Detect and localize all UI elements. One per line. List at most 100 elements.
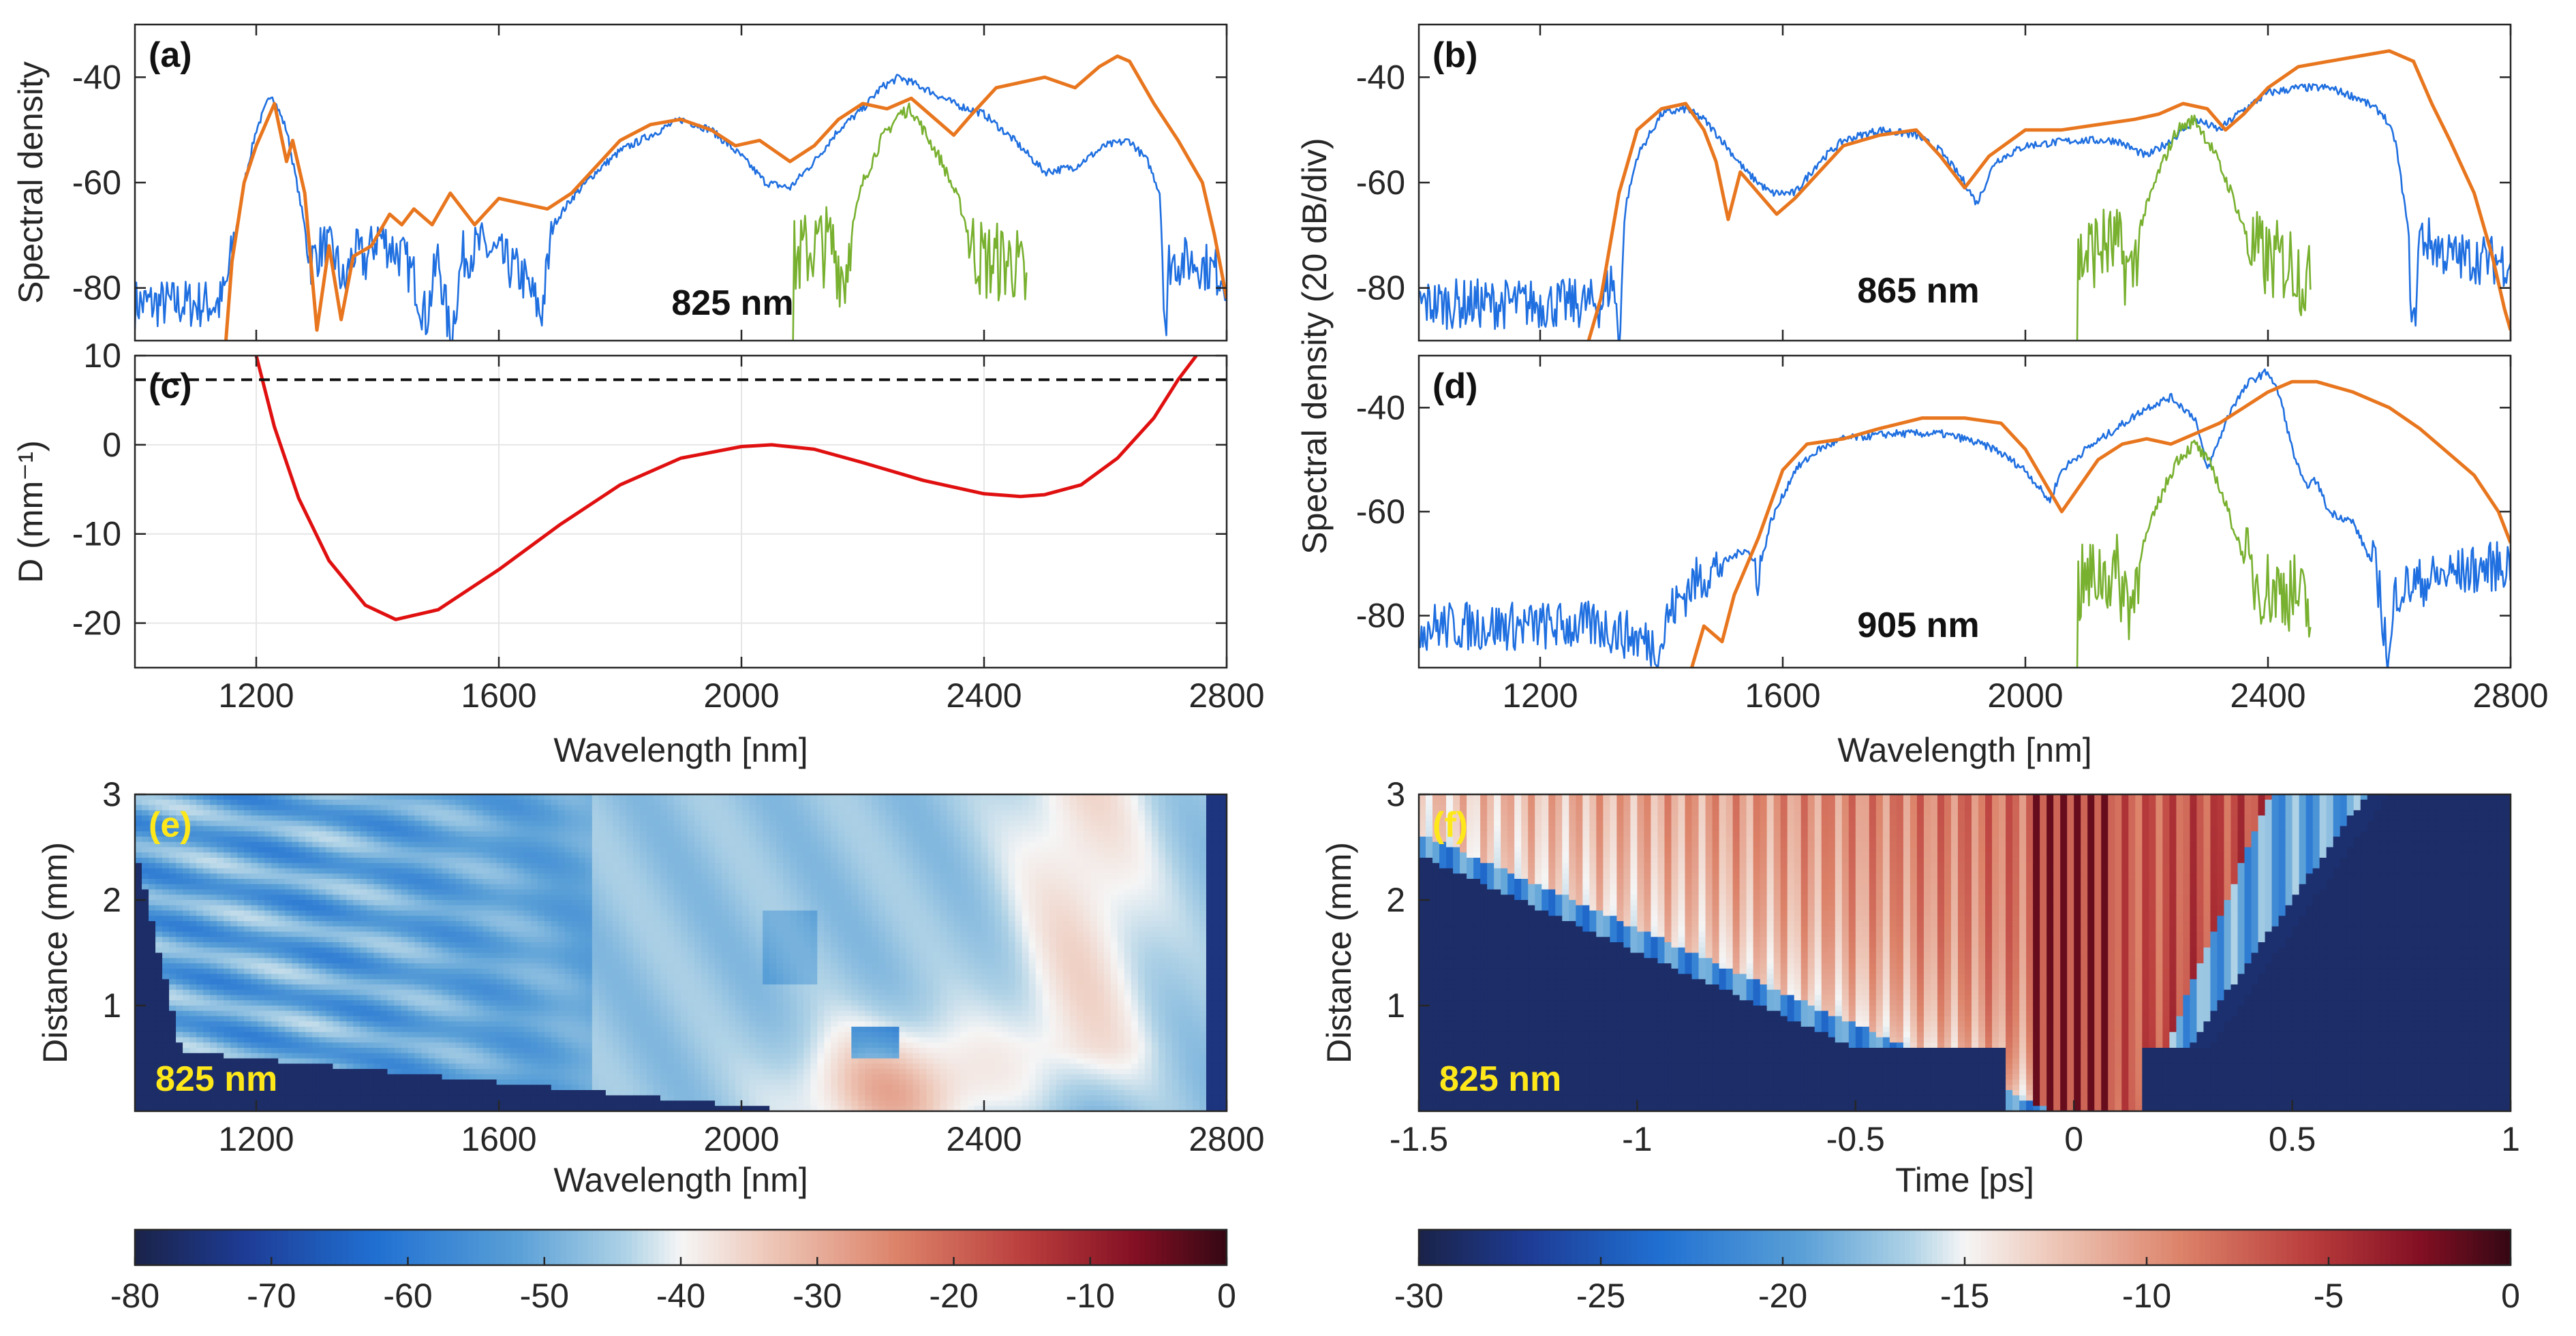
heat-cell (183, 805, 190, 811)
heat-cell (578, 931, 586, 937)
heat-cell (1158, 926, 1166, 933)
heat-cell (196, 831, 204, 837)
heat-cell (688, 794, 695, 801)
heat-cell (1171, 905, 1180, 912)
heat-cell (285, 926, 292, 933)
heat-cell (592, 942, 600, 948)
heat-cell (701, 820, 709, 827)
heat-cell (530, 810, 538, 816)
heat-cell (899, 847, 907, 853)
heat-cell (919, 910, 927, 916)
heat-cell (858, 820, 865, 827)
heat-cell (394, 910, 402, 916)
heat-cell (1165, 852, 1173, 858)
heat-cell (476, 921, 484, 927)
heat-cell (1056, 905, 1064, 912)
heat-cell (244, 879, 251, 885)
heat-cell (592, 910, 600, 916)
heat-cell (183, 847, 190, 853)
heat-cell (1117, 905, 1125, 912)
heat-cell (517, 858, 525, 864)
heat-cell (1151, 841, 1159, 848)
heat-cell (906, 942, 914, 948)
heat-cell (1008, 852, 1016, 858)
heat-cell (981, 794, 989, 801)
heat-cell (258, 820, 265, 827)
heat-cell (681, 910, 688, 916)
heat-cell (496, 921, 504, 927)
heat-cell (537, 910, 545, 916)
heat-cell (435, 847, 443, 853)
heat-cell (967, 837, 975, 843)
heat-cell (994, 831, 1002, 837)
heat-cell (189, 910, 197, 916)
heat-cell (974, 810, 982, 816)
heat-cell (162, 810, 170, 816)
heat-cell (694, 794, 702, 801)
heat-cell (899, 921, 907, 927)
heat-cell (1206, 820, 1214, 827)
heat-cell (763, 810, 770, 816)
heat-cell (1165, 910, 1173, 916)
heat-cell (619, 810, 627, 816)
heat-cell (933, 895, 941, 901)
heat-cell (1131, 815, 1139, 822)
heat-cell (251, 905, 258, 912)
heat-cell (326, 921, 333, 927)
heat-cell (831, 826, 838, 832)
heat-cell (1042, 910, 1050, 916)
heat-cell (367, 910, 375, 916)
heat-cell (448, 837, 457, 843)
heat-cell (189, 858, 197, 864)
heat-cell (960, 805, 968, 811)
heat-cell (783, 873, 791, 880)
heat-cell (448, 873, 457, 880)
heat-cell (442, 926, 450, 933)
heat-cell (230, 937, 238, 943)
heat-cell (1015, 905, 1023, 912)
heat-cell (1158, 852, 1166, 858)
heat-cell (312, 873, 320, 880)
heat-cell (271, 837, 279, 843)
heat-cell (1015, 884, 1023, 890)
heat-cell (844, 884, 852, 890)
heat-cell (1158, 794, 1166, 801)
heat-cell (756, 916, 763, 922)
heat-cell (271, 937, 279, 943)
heat-cell (346, 826, 354, 832)
heat-cell (1206, 831, 1214, 837)
heat-cell (1206, 841, 1214, 848)
heat-cell (653, 921, 661, 927)
heat-cell (230, 931, 238, 937)
heat-cell (701, 926, 709, 933)
heat-cell (1042, 868, 1050, 874)
heat-cell (790, 879, 797, 885)
heat-cell (176, 905, 183, 912)
heat-cell (421, 931, 429, 937)
heat-cell (722, 942, 729, 948)
heat-cell (1022, 852, 1030, 858)
heat-cell (885, 931, 893, 937)
heat-cell (510, 805, 518, 811)
heat-cell (169, 815, 177, 822)
heat-cell (885, 852, 893, 858)
heat-cell (913, 852, 921, 858)
heat-cell (1103, 937, 1111, 943)
heat-cell (319, 900, 326, 906)
heat-cell (598, 852, 607, 858)
heat-cell (333, 820, 340, 827)
heat-cell (169, 916, 177, 922)
heat-cell (783, 841, 791, 848)
heat-cell (639, 937, 647, 943)
heat-cell (312, 900, 320, 906)
heat-cell (1076, 820, 1084, 827)
heat-cell (196, 826, 204, 832)
heat-cell (885, 926, 893, 933)
heat-cell (1151, 858, 1159, 864)
heat-cell (1028, 884, 1037, 890)
heat-cell (537, 889, 545, 895)
heat-cell (482, 868, 491, 874)
heat-cell (1028, 921, 1037, 927)
heat-cell (831, 841, 838, 848)
heat-cell (1062, 852, 1071, 858)
